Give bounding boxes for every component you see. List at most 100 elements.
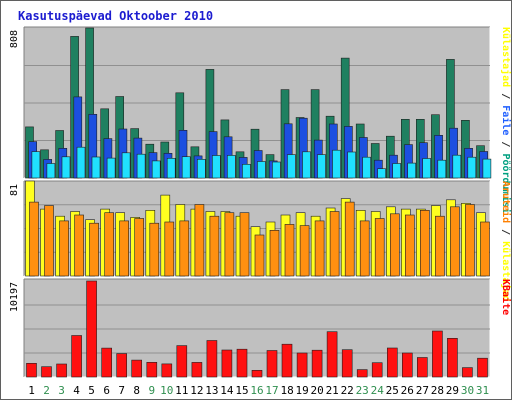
bar-visitors-day-1	[31, 151, 41, 179]
legend-part: Külastajad	[500, 27, 512, 87]
day-label-5: 5	[88, 384, 95, 397]
bar-sites-day-8	[134, 218, 144, 277]
day-label-30: 30	[461, 384, 474, 397]
day-label-18: 18	[280, 384, 293, 397]
bar-kbytes-day-26	[401, 352, 413, 378]
bar-sites-day-27	[419, 210, 430, 277]
bar-kbytes-day-30	[462, 367, 473, 378]
bar-visitors-day-2	[46, 163, 56, 179]
day-label-22: 22	[341, 384, 354, 397]
bar-kbytes-day-15	[236, 348, 248, 378]
bar-kbytes-day-16	[251, 369, 263, 378]
bar-sites-day-4	[74, 214, 84, 277]
legend-part: Aruteid	[500, 181, 512, 223]
legend-part: KBaite	[500, 279, 512, 315]
bar-kbytes-day-5	[86, 280, 97, 378]
day-label-24: 24	[371, 384, 385, 397]
bar-sites-day-29	[450, 206, 460, 277]
bar-sites-day-26	[404, 214, 415, 277]
bar-kbytes-day-31	[477, 357, 488, 378]
bar-visitors-day-13	[212, 155, 221, 179]
legend-part: Pöördumisi	[500, 153, 512, 213]
day-label-8: 8	[133, 384, 140, 397]
bar-sites-day-2	[44, 205, 54, 277]
bar-sites-day-30	[465, 204, 475, 277]
day-label-23: 23	[356, 384, 369, 397]
bar-kbytes-day-14	[221, 349, 233, 378]
bar-visitors-day-3	[61, 156, 71, 179]
bar-visitors-day-5	[91, 156, 101, 179]
day-label-14: 14	[220, 384, 234, 397]
bar-sites-day-15	[239, 212, 250, 277]
day-label-16: 16	[250, 384, 263, 397]
panel-middle: 81 Aruteid / Külastajad	[9, 180, 512, 301]
day-label-19: 19	[295, 384, 308, 397]
bar-sites-day-17	[269, 230, 280, 277]
bar-visitors-day-23	[362, 156, 371, 179]
bar-kbytes-day-8	[131, 359, 142, 378]
bar-visitors-day-24	[377, 168, 386, 179]
bar-kbytes-day-13	[206, 340, 218, 378]
bar-kbytes-day-3	[56, 363, 67, 378]
bar-visitors-day-20	[317, 154, 326, 179]
day-label-3: 3	[58, 384, 65, 397]
bar-kbytes-day-6	[101, 347, 112, 378]
bar-kbytes-day-18	[281, 343, 293, 378]
bar-visitors-day-18	[287, 154, 296, 179]
bar-kbytes-day-4	[71, 335, 82, 378]
day-label-31: 31	[476, 384, 489, 397]
bar-visitors-day-8	[136, 153, 146, 179]
bar-sites-day-3	[59, 220, 69, 277]
bar-sites-day-25	[389, 213, 400, 277]
day-label-2: 2	[43, 384, 50, 397]
bar-visitors-day-12	[197, 159, 206, 179]
bar-visitors-day-15	[242, 164, 251, 179]
bar-sites-day-14	[224, 212, 235, 277]
bar-kbytes-day-19	[296, 352, 308, 378]
day-label-29: 29	[446, 384, 459, 397]
bar-sites-day-13	[209, 215, 220, 277]
panel-top: 808 Külastajad / Faile / Pöördumisi	[9, 26, 512, 214]
panel-bottom: 10197 KBaite	[9, 278, 512, 378]
bar-visitors-day-31	[482, 158, 492, 179]
day-label-7: 7	[118, 384, 125, 397]
bar-kbytes-day-23	[356, 369, 368, 378]
bar-sites-day-31	[480, 221, 490, 277]
bar-visitors-day-4	[76, 146, 86, 179]
legend-part: /	[500, 135, 511, 153]
bar-kbytes-day-2	[41, 366, 52, 378]
legend-part: Külastajad	[500, 241, 512, 301]
legend-part: Faile	[500, 105, 512, 135]
bar-visitors-day-27	[422, 158, 432, 179]
bar-visitors-day-10	[166, 158, 176, 179]
bar-sites-day-6	[104, 212, 114, 277]
bar-kbytes-day-20	[311, 349, 323, 378]
bar-sites-day-28	[435, 215, 445, 277]
bar-kbytes-day-7	[116, 353, 127, 378]
bar-visitors-day-26	[407, 162, 417, 179]
day-label-26: 26	[401, 384, 414, 397]
bar-visitors-day-29	[452, 154, 462, 179]
bar-visitors-day-6	[106, 157, 116, 179]
day-label-11: 11	[175, 384, 188, 397]
bar-kbytes-day-27	[416, 357, 428, 378]
bar-visitors-day-7	[121, 152, 131, 179]
bar-visitors-day-19	[302, 151, 311, 179]
day-label-4: 4	[73, 384, 80, 397]
chart-title: Kasutuspäevad Oktoober 2010	[18, 9, 213, 23]
day-label-27: 27	[416, 384, 429, 397]
bar-kbytes-day-24	[371, 362, 383, 378]
panel-series-legend: Külastajad / Faile / Pöördumisi	[500, 27, 512, 214]
day-label-6: 6	[103, 384, 110, 397]
bar-sites-day-9	[149, 222, 160, 277]
bar-sites-day-10	[164, 221, 175, 277]
day-label-28: 28	[431, 384, 444, 397]
legend-part: /	[500, 87, 511, 105]
bar-visitors-day-30	[467, 156, 477, 179]
bar-visitors-day-17	[272, 161, 281, 179]
bar-sites-day-20	[314, 220, 325, 277]
bar-sites-day-1	[29, 201, 39, 277]
bar-visitors-day-9	[151, 160, 161, 179]
bar-visitors-day-14	[227, 155, 236, 179]
